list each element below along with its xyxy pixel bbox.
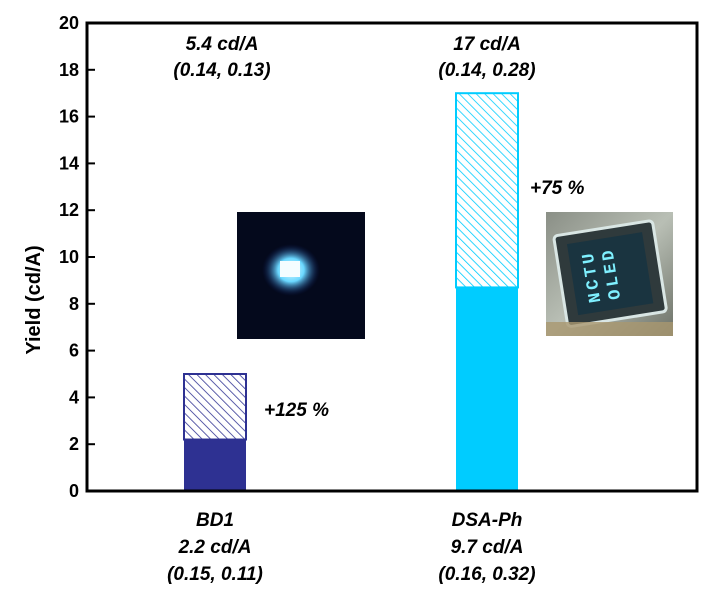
bar-solid-bd1 xyxy=(184,439,246,491)
y-tick-label: 12 xyxy=(59,200,79,220)
bd1-increase-label: +125 % xyxy=(264,400,329,421)
dsa-top-cie-label: (0.14, 0.28) xyxy=(438,60,535,81)
dsa-category-label: DSA-Ph xyxy=(452,510,523,531)
y-tick-label: 10 xyxy=(59,247,79,267)
bd1-top-cie-label: (0.14, 0.13) xyxy=(173,60,270,81)
bar-hatched-bd1 xyxy=(183,373,247,441)
plot-frame xyxy=(85,21,699,493)
bars xyxy=(183,92,519,491)
dsa-top-yield-label: 17 cd/A xyxy=(453,34,521,55)
bar-solid-dsa-ph xyxy=(456,287,518,491)
bar-hatched-dsa-ph xyxy=(455,92,519,289)
y-tick-label: 16 xyxy=(59,107,79,127)
y-tick-label: 14 xyxy=(59,153,79,173)
y-axis-ticks: 0 2 4 6 8 10 12 14 16 18 20 xyxy=(59,13,95,501)
dsa-increase-label: +75 % xyxy=(530,178,585,199)
y-tick-label: 4 xyxy=(69,387,79,407)
blue-emitting-pixel-photo xyxy=(237,212,365,339)
bd1-category-label: BD1 xyxy=(196,510,234,531)
dsa-base-yield-label: 9.7 cd/A xyxy=(451,537,524,558)
y-tick-label: 0 xyxy=(69,481,79,501)
bd1-base-yield-label: 2.2 cd/A xyxy=(178,537,252,558)
dsa-base-cie-label: (0.16, 0.32) xyxy=(438,564,535,585)
y-tick-label: 8 xyxy=(69,294,79,314)
y-tick-label: 18 xyxy=(59,60,79,80)
bd1-top-yield-label: 5.4 cd/A xyxy=(186,34,259,55)
nctu-oled-device-photo: NCTU OLED xyxy=(546,212,673,336)
y-tick-label: 6 xyxy=(69,341,79,361)
y-tick-label: 20 xyxy=(59,13,79,33)
y-tick-label: 2 xyxy=(69,434,79,454)
bd1-base-cie-label: (0.15, 0.11) xyxy=(167,564,263,585)
y-axis-label: Yield (cd/A) xyxy=(23,245,45,354)
